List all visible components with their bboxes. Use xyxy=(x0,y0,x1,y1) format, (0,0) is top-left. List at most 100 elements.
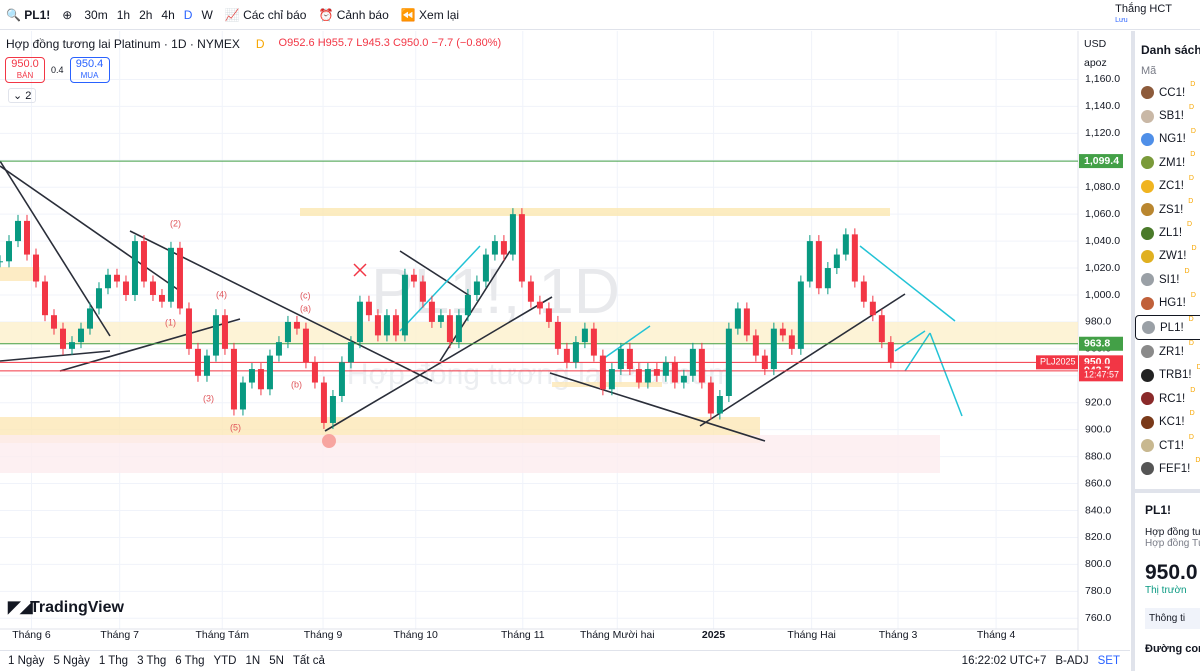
bottom-bar: 1 Ngày 5 Ngày 1 Thg 3 Thg 6 Thg YTD 1N 5N Tất cả… xyxy=(0,650,1130,671)
replay[interactable]: ⏪ Xem lại xyxy=(400,7,460,22)
sell[interactable]: 950.0 BÁN xyxy=(5,57,45,83)
range[interactable]: 1N xyxy=(245,655,261,667)
watchlist-item[interactable]: CC1! D xyxy=(1135,81,1200,104)
buy-label: MUA xyxy=(80,71,99,80)
ticker: ZR1! xyxy=(1159,345,1184,358)
interval[interactable]: 4h xyxy=(161,7,175,22)
symbol[interactable]: 🔍 PL1! xyxy=(6,7,51,22)
candle xyxy=(725,328,732,397)
flag: D xyxy=(1188,433,1194,441)
candle xyxy=(590,328,597,356)
candle xyxy=(437,315,444,322)
watchlist-item[interactable]: RC1! D xyxy=(1135,387,1200,410)
candle xyxy=(149,281,156,295)
ticker: TRB1! xyxy=(1159,369,1192,382)
alerts[interactable]: ⏰ Cảnh báo xyxy=(318,7,389,22)
candle xyxy=(221,315,228,349)
candle xyxy=(77,328,84,343)
details-name2: Hợp đồng Tư xyxy=(1145,537,1200,549)
trade-buttons: 950.0 BÁN 0.4 950.4 MUA xyxy=(5,57,110,83)
watchlist-item[interactable]: ZL1! D xyxy=(1135,221,1200,244)
watchlist-item[interactable]: ZR1! D xyxy=(1135,340,1200,363)
watchlist-item[interactable]: ZC1! D xyxy=(1135,175,1200,198)
wave-label: (1) xyxy=(165,317,176,327)
candle xyxy=(563,348,570,363)
user-name: Thắng HCT xyxy=(1115,2,1172,15)
candle xyxy=(707,382,714,414)
watchlist-item[interactable]: SI1! D xyxy=(1135,268,1200,291)
spread: 0.4 xyxy=(51,65,64,75)
candle xyxy=(131,241,138,295)
watchlist-item[interactable]: NG1! D xyxy=(1135,128,1200,151)
ticker: CT1! xyxy=(1159,439,1184,452)
interval[interactable]: D xyxy=(183,7,193,22)
watchlist-item[interactable]: HG1! D xyxy=(1135,292,1200,315)
range[interactable]: 1 Thg xyxy=(98,655,129,667)
candle xyxy=(509,214,516,255)
trendline xyxy=(549,372,766,442)
range[interactable]: 6 Thg xyxy=(175,655,205,667)
flag: D xyxy=(1188,197,1194,205)
candle xyxy=(572,342,579,363)
candle xyxy=(428,301,435,322)
candle xyxy=(626,348,633,370)
watchlist-item[interactable]: ZS1! D xyxy=(1135,198,1200,221)
candle xyxy=(536,301,543,309)
watchlist-item[interactable]: CT1! D xyxy=(1135,434,1200,457)
candle xyxy=(194,348,201,376)
add[interactable]: ⊕ xyxy=(62,7,73,22)
watchlist-item[interactable]: TRB1! D xyxy=(1135,364,1200,387)
interval[interactable]: 2h xyxy=(139,7,153,22)
candle xyxy=(266,355,273,390)
candle xyxy=(410,274,417,282)
y-tick-label: 1,140.0 xyxy=(1085,100,1120,112)
l: L945.3 xyxy=(356,37,390,49)
interval[interactable]: W xyxy=(201,7,213,22)
trendline xyxy=(0,165,181,292)
column-header: Mã xyxy=(1141,65,1157,77)
c: C950.0 xyxy=(392,37,429,49)
indicator-count[interactable]: ⌄ 2 xyxy=(8,88,37,103)
watchlist-item[interactable]: SB1! D xyxy=(1135,104,1200,127)
interval[interactable]: 1h xyxy=(116,7,131,22)
candle xyxy=(230,348,237,410)
range[interactable]: 3 Thg xyxy=(137,655,167,667)
watchlist-item[interactable]: ZW1! D xyxy=(1135,245,1200,268)
range[interactable]: 5N xyxy=(269,655,284,667)
details-info[interactable]: Thông ti xyxy=(1145,607,1200,629)
trendline xyxy=(699,293,906,427)
range[interactable]: 5 Ngày xyxy=(53,655,90,667)
indicators[interactable]: 📈 Các chỉ báo xyxy=(224,7,307,22)
adj[interactable]: B-ADJ xyxy=(1055,655,1089,667)
candle xyxy=(797,281,804,349)
x-tick-label: 2025 xyxy=(702,629,726,641)
icon xyxy=(1141,439,1154,453)
candle xyxy=(293,321,300,329)
candle xyxy=(248,369,255,383)
candle xyxy=(347,342,354,363)
candle xyxy=(383,315,390,336)
range[interactable]: 1 Ngày xyxy=(8,655,45,667)
toolbar: 🔍 PL1! ⊕ 30m 1h 2h 4h D W 📈 Các chỉ báo ⏰ Cản… xyxy=(0,0,1200,30)
interval[interactable]: 30m xyxy=(84,7,108,22)
price-tag-label: 1,099.4 xyxy=(1084,155,1119,167)
flag: D xyxy=(1187,221,1193,229)
range[interactable]: Tất cả xyxy=(292,655,325,667)
details: PL1! Hợp đồng tươ Hợp đồng Tư 950.0 Thị … xyxy=(1135,488,1200,655)
x-tick-label: Tháng Mười hai xyxy=(580,629,655,641)
user-sub: Lưu xyxy=(1115,16,1128,24)
watchlist-item[interactable]: KC1! D xyxy=(1135,410,1200,433)
y-tick-label: 980.0 xyxy=(1085,316,1111,328)
buy[interactable]: 950.4 MUA xyxy=(69,57,110,83)
countdown-tag xyxy=(1079,369,1123,382)
candle xyxy=(203,355,210,376)
range[interactable]: YTD xyxy=(213,655,237,667)
candle xyxy=(698,348,705,383)
watchlist-item[interactable]: ZM1! D xyxy=(1135,151,1200,174)
candle xyxy=(311,362,318,383)
candle xyxy=(608,369,615,390)
user[interactable]: Thắng HCT Lưu xyxy=(1115,2,1200,26)
watchlist-item[interactable]: PL1! D xyxy=(1135,314,1200,341)
session[interactable]: SET xyxy=(1097,655,1120,667)
watchlist-item[interactable]: FEF1! D xyxy=(1135,457,1200,480)
